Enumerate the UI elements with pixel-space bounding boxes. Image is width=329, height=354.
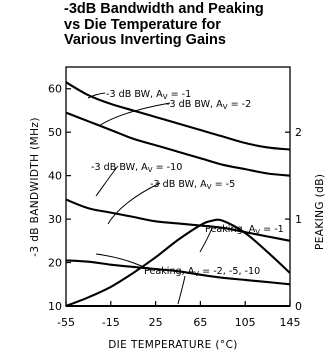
- x-axis-label: DIE TEMPERATURE (°C): [108, 339, 238, 351]
- annotation-peaking-gain-1: Peaking, AV = -1: [205, 224, 284, 236]
- annotation-subscript: V: [194, 270, 199, 278]
- annotation-text: = -5: [212, 179, 236, 190]
- annotation-leader: [87, 92, 106, 99]
- annotation-leader: [95, 253, 151, 271]
- chart-title-line: -3dB Bandwidth and Peaking: [64, 1, 264, 17]
- annotation-leader: [98, 102, 171, 127]
- series-bw-gain-10: [65, 198, 291, 242]
- series-bw-gain-5: [65, 259, 291, 286]
- annotation-leader: [199, 227, 213, 253]
- x-tick-label: -15: [102, 316, 120, 329]
- annotation-peaking-gain-2-5-10: Peaking, AV = -2, -5, -10: [144, 266, 260, 278]
- annotation-bw-gain-5: -3 dB BW, AV = -5: [150, 179, 235, 191]
- annotation-subscript: V: [148, 166, 153, 174]
- series-layer: [65, 81, 291, 308]
- annotation-text: = -1: [260, 224, 284, 235]
- annotation-leader: [107, 182, 161, 225]
- y2-tick-label: 0: [295, 300, 302, 313]
- annotation-text: = -2, -5, -10: [199, 266, 260, 277]
- y2-axis-label: PEAKING (dB): [314, 174, 326, 250]
- annotation-subscript: V: [255, 228, 260, 236]
- annotation-leader: [95, 165, 119, 197]
- x-tick-label: -55: [57, 316, 75, 329]
- annotation-text: -3 dB BW, A: [106, 89, 163, 100]
- annotation-leader: [177, 275, 186, 305]
- y-tick-label: 30: [48, 213, 62, 226]
- tick-layer: -55 -15 25 65 105 145 10 20 30 40 50 60 0 1 2: [48, 83, 302, 329]
- annotation-subscript: V: [163, 93, 168, 101]
- y2-tick-label: 2: [295, 126, 302, 139]
- x-tick-label: 65: [193, 316, 207, 329]
- annotation-text: = -1: [168, 89, 192, 100]
- annotation-text: Peaking, A: [144, 266, 195, 277]
- series-bw-gain-2: [65, 111, 291, 177]
- leader-layer: [87, 92, 213, 305]
- annotation-subscript: V: [223, 103, 228, 111]
- y-tick-label: 20: [48, 257, 62, 270]
- series-bw-gain-1: [65, 81, 291, 151]
- y2-tick-label: 1: [295, 213, 302, 226]
- series-peaking-gain-1: [65, 218, 291, 307]
- chart-title-line: Various Inverting Gains: [64, 32, 226, 48]
- annotation-text: -3 dB BW, A: [91, 162, 148, 173]
- chart-title-line: vs Die Temperature for: [64, 16, 221, 33]
- annotation-text: -3 dB BW, A: [166, 99, 223, 110]
- annotation-bw-gain-10: -3 dB BW, AV = -10: [91, 162, 182, 174]
- y-tick-label: 50: [48, 126, 62, 139]
- y-tick-label: 60: [48, 83, 62, 96]
- annotation-bw-gain-1: -3 dB BW, AV = -1: [106, 89, 191, 101]
- y-tick-label: 10: [48, 300, 62, 313]
- annotation-subscript: V: [207, 183, 212, 191]
- annotation-text: = -2: [228, 99, 252, 110]
- x-tick-label: 105: [235, 316, 256, 329]
- annotation-text: Peaking, A: [205, 224, 256, 235]
- x-tick-label: 145: [280, 316, 301, 329]
- y-axis-label: -3 dB BANDWIDTH (MHz): [29, 117, 41, 257]
- y-tick-label: 40: [48, 170, 62, 183]
- chart-title: -3dB Bandwidth and Peaking vs Die Temper…: [64, 1, 314, 49]
- annotation-bw-gain-2: -3 dB BW, AV = -2: [166, 99, 251, 111]
- x-tick-label: 25: [149, 316, 163, 329]
- annotation-text: = -10: [153, 162, 183, 173]
- annotation-text: -3 dB BW, A: [150, 179, 207, 190]
